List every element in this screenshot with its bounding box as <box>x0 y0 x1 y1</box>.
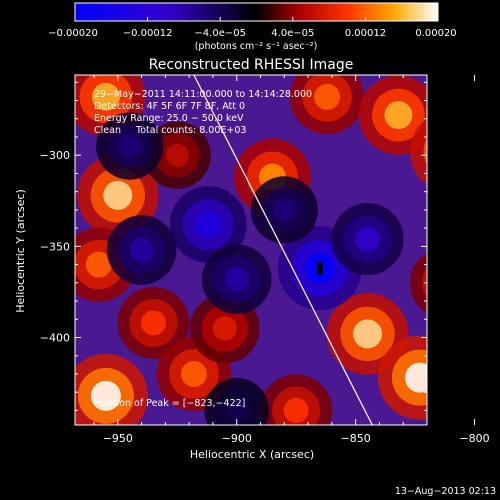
x-tick-label: −950 <box>103 432 133 445</box>
x-axis-ticks: −950 −900 −850 −800 <box>93 75 490 445</box>
image-blob <box>422 268 427 298</box>
image-blob <box>436 137 465 166</box>
annotation-energy: Energy Range: 25.0 − 50.0 keV <box>94 113 244 124</box>
image-blob <box>355 226 381 252</box>
image-blob <box>404 362 427 393</box>
x-tick-label: −900 <box>222 432 252 445</box>
image-blob <box>272 198 296 222</box>
image-blobs <box>75 75 500 425</box>
colorbar-tick-label: 0.00020 <box>415 28 456 39</box>
footer-timestamp: 13−Aug−2013 02:13 <box>395 486 496 497</box>
y-tick-label: −300 <box>40 149 70 162</box>
y-tick-label: −350 <box>40 240 70 253</box>
image-blob <box>423 138 427 165</box>
colorbar-tick-label: 0.00012 <box>345 28 386 39</box>
image-blob <box>90 380 121 411</box>
colorbar-tick-label: 4.0e−05 <box>271 28 314 39</box>
plot-area <box>75 75 500 425</box>
image-blob <box>461 348 500 399</box>
annotation-detectors: Detectors: 4F 5F 6F 7F 8F, Att 0 <box>94 101 245 112</box>
plot-frame <box>74 74 428 426</box>
annotation-time: 29−May−2011 14:11:00.000 to 14:14:28.000 <box>94 89 312 100</box>
y-tick-label: −400 <box>40 332 70 345</box>
image-blob <box>353 319 383 349</box>
image-blob <box>314 83 341 110</box>
image-blob <box>140 310 166 336</box>
image-blob <box>118 134 142 158</box>
limb-line <box>193 75 373 425</box>
image-blob <box>461 211 488 238</box>
colorbar-tick-label: −0.00012 <box>123 28 173 39</box>
image-blob <box>165 143 189 167</box>
image-blob <box>212 316 237 341</box>
image-blob <box>384 101 413 130</box>
colorbar-unit-label: (photons cm⁻² s⁻¹ asec⁻²) <box>195 41 318 52</box>
image-blob <box>434 270 459 295</box>
x-tick-label: −850 <box>341 432 371 445</box>
image-blob <box>448 336 500 413</box>
colorbar-ticks: −0.00020 −0.00012 −4.0e−05 4.0e−05 0.00012 0.… <box>48 17 457 39</box>
colorbar <box>74 2 439 22</box>
y-axis-ticks: −300 −350 −400 <box>40 81 427 411</box>
image-blob <box>409 118 427 185</box>
annotation-clean: Clean Total counts: 8.00E+03 <box>94 125 246 136</box>
image-blob <box>103 180 133 210</box>
image-blob <box>91 82 120 111</box>
image-blob <box>194 210 222 238</box>
peak-label: Position of Peak = [−823,−422] <box>94 398 245 409</box>
image-blob <box>225 399 248 422</box>
chart-title: Reconstructed RHESSI Image <box>149 57 354 73</box>
x-tick-label: −800 <box>459 432 489 445</box>
y-axis-label: Heliocentric Y (arcsec) <box>14 189 27 313</box>
image-blob <box>436 186 500 263</box>
image-blob <box>410 252 427 314</box>
colorbar-tick-label: −0.00020 <box>48 28 98 39</box>
image-blob <box>283 397 309 423</box>
image-blob <box>85 251 112 278</box>
image-blob <box>129 238 154 262</box>
image-blob <box>180 360 207 387</box>
x-axis-label: Heliocentric X (arcsec) <box>190 448 314 461</box>
image-blob <box>449 199 500 250</box>
colorbar-tick-label: −4.0e−05 <box>194 28 246 39</box>
image-minimum-core <box>316 262 323 275</box>
image-blob <box>224 267 249 292</box>
image-blob <box>473 360 500 387</box>
